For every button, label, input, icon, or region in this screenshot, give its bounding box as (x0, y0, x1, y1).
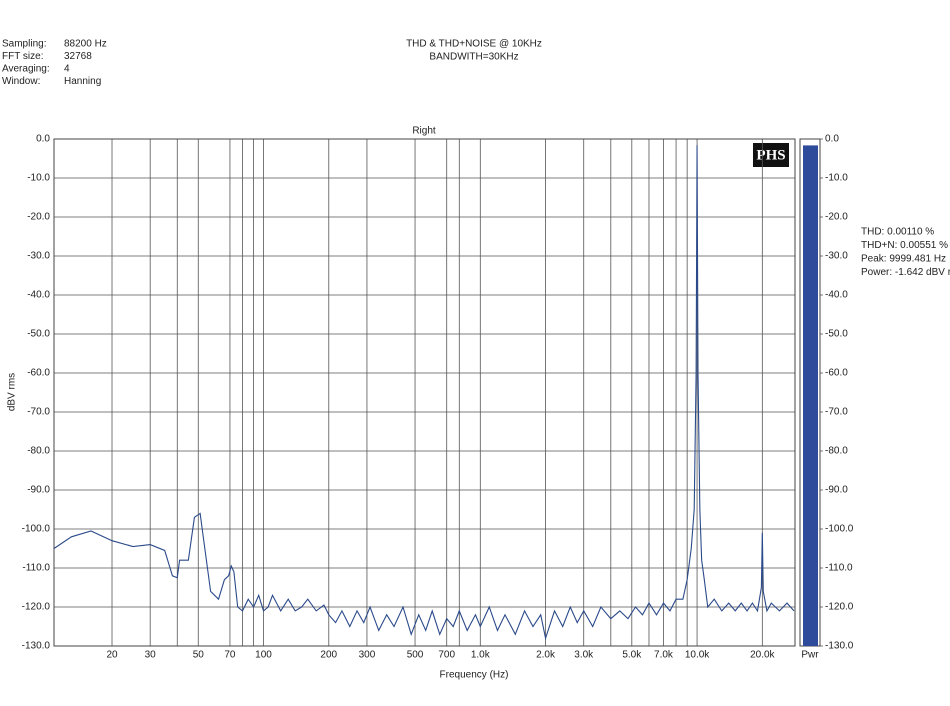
stat: THD+N: 0.00551 % (861, 240, 948, 251)
info-value: Hanning (64, 76, 101, 87)
info-key: Window: (2, 76, 40, 87)
info-value: 88200 Hz (64, 39, 107, 50)
x-tick-label: 70 (224, 650, 236, 661)
info-value: 4 (64, 64, 70, 75)
y2-tick-label: -40.0 (825, 290, 848, 301)
x-tick-label: 30 (145, 650, 157, 661)
logo-box (753, 143, 789, 167)
bar-label: Pwr (801, 650, 819, 661)
stat: Power: -1.642 dBV rms (861, 267, 950, 278)
x-tick-label: 2.0k (536, 650, 556, 661)
y-tick-label: -80.0 (27, 446, 50, 457)
y-tick-label: -110.0 (22, 563, 50, 574)
y-tick-label: -130.0 (22, 641, 51, 652)
y2-tick-label: -60.0 (825, 368, 848, 379)
info-key: Averaging: (2, 64, 50, 75)
y-tick-label: -20.0 (27, 212, 50, 223)
panel-label: Right (412, 126, 436, 137)
x-tick-label: 10.0k (685, 650, 710, 661)
x-tick-label: 1.0k (471, 650, 491, 661)
y2-tick-label: -100.0 (825, 524, 854, 535)
chart-title: THD & THD+NOISE @ 10KHz (406, 39, 542, 50)
x-tick-label: 700 (438, 650, 455, 661)
y2-tick-label: -130.0 (825, 641, 854, 652)
y-tick-label: -40.0 (27, 290, 50, 301)
info-value: 32768 (64, 51, 92, 62)
y-tick-label: -60.0 (27, 368, 50, 379)
plot-frame (53, 138, 796, 647)
y2-tick-label: -80.0 (825, 446, 848, 457)
y2-tick-label: -70.0 (825, 407, 848, 418)
y2-tick-label: -10.0 (825, 173, 848, 184)
x-tick-label: 300 (359, 650, 376, 661)
y2-tick-label: 0.0 (825, 134, 839, 145)
x-axis-label: Frequency (Hz) (440, 670, 509, 681)
info-key: Sampling: (2, 39, 46, 50)
y-tick-label: -120.0 (22, 602, 51, 613)
x-tick-label: 50 (193, 650, 205, 661)
y2-tick-label: -50.0 (825, 329, 848, 340)
y-tick-label: 0.0 (36, 134, 50, 145)
y2-tick-label: -20.0 (825, 212, 848, 223)
y-tick-label: -50.0 (27, 329, 50, 340)
y2-tick-label: -120.0 (825, 602, 854, 613)
y2-tick-label: -90.0 (825, 485, 848, 496)
power-bar (803, 145, 818, 646)
y-tick-label: -90.0 (27, 485, 50, 496)
y-tick-label: -70.0 (27, 407, 50, 418)
x-tick-label: 3.0k (574, 650, 594, 661)
x-tick-label: 100 (255, 650, 272, 661)
x-tick-label: 20 (106, 650, 118, 661)
stat: Peak: 9999.481 Hz (861, 254, 946, 265)
y2-tick-label: -30.0 (825, 251, 848, 262)
y-tick-label: -30.0 (27, 251, 50, 262)
logo: PHS (756, 147, 785, 163)
x-tick-label: 7.0k (654, 650, 674, 661)
x-tick-label: 5.0k (622, 650, 642, 661)
y2-tick-label: -110.0 (825, 563, 853, 574)
y-axis-label: dBV rms (7, 373, 18, 411)
x-tick-label: 20.0k (750, 650, 775, 661)
info-key: FFT size: (2, 51, 43, 62)
y-tick-label: -10.0 (27, 173, 50, 184)
x-tick-label: 200 (320, 650, 337, 661)
y-tick-label: -100.0 (22, 524, 51, 535)
chart-subtitle: BANDWITH=30KHz (429, 52, 518, 63)
x-tick-label: 500 (407, 650, 424, 661)
spectrum-line (53, 145, 795, 641)
stat: THD: 0.00110 % (861, 227, 934, 238)
